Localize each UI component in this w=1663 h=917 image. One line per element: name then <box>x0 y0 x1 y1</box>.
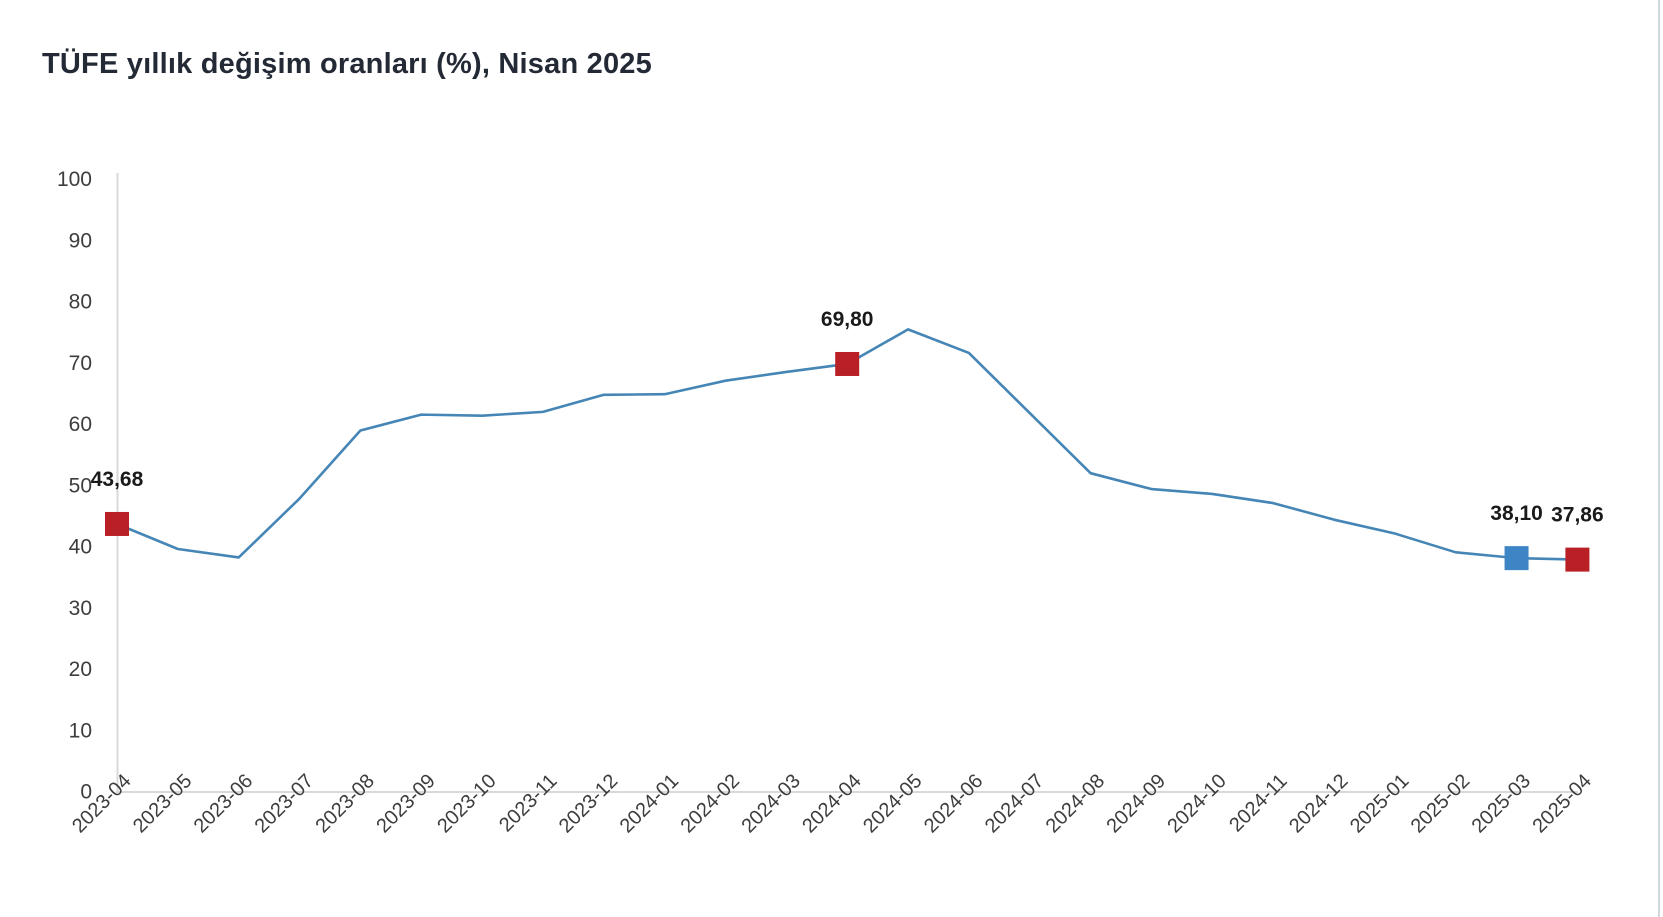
y-tick-label-60: 60 <box>69 413 92 436</box>
y-tick-label-20: 20 <box>69 658 92 681</box>
x-tick-label-2024-04: 2024-04 <box>798 770 865 837</box>
x-tick-label-2024-02: 2024-02 <box>677 770 744 837</box>
y-tick-label-100: 100 <box>57 168 92 191</box>
marker-2025-03[interactable] <box>1504 546 1529 571</box>
y-tick-label-80: 80 <box>69 291 92 314</box>
x-tick-label-2024-11: 2024-11 <box>1225 770 1291 836</box>
chart-title: TÜFE yıllık değişim oranları (%), Nisan … <box>42 48 652 80</box>
y-tick-label-50: 50 <box>69 474 92 497</box>
y-tick-label-70: 70 <box>69 352 92 375</box>
x-tick-label-2023-11: 2023-11 <box>495 770 561 836</box>
marker-2024-04[interactable] <box>835 351 860 376</box>
page-right-border <box>1658 0 1660 917</box>
data-label-2023-04: 43,68 <box>91 468 144 491</box>
x-tick-label-2025-02: 2025-02 <box>1407 770 1474 837</box>
y-tick-label-90: 90 <box>69 229 92 252</box>
y-tick-label-10: 10 <box>69 719 92 742</box>
y-tick-label-40: 40 <box>69 536 92 559</box>
y-tick-label-30: 30 <box>69 597 92 620</box>
data-label-2025-04: 37,86 <box>1551 504 1604 527</box>
x-tick-label-2023-07: 2023-07 <box>251 770 318 837</box>
x-tick-label-2023-12: 2023-12 <box>555 770 622 837</box>
x-tick-label-2024-08: 2024-08 <box>1042 770 1109 837</box>
data-label-2024-04: 69,80 <box>821 308 874 331</box>
x-tick-label-2024-03: 2024-03 <box>737 770 804 837</box>
x-tick-label-2024-10: 2024-10 <box>1163 770 1230 837</box>
y-tick-label-0: 0 <box>80 781 92 804</box>
marker-2025-04[interactable] <box>1565 547 1590 572</box>
x-tick-label-2024-06: 2024-06 <box>920 770 987 837</box>
x-tick-label-2024-07: 2024-07 <box>981 770 1048 837</box>
x-tick-label-2023-05: 2023-05 <box>129 770 196 837</box>
x-tick-label-2025-03: 2025-03 <box>1468 770 1535 837</box>
x-tick-label-2025-04: 2025-04 <box>1528 770 1595 837</box>
x-tick-label-2024-12: 2024-12 <box>1285 770 1352 837</box>
x-tick-label-2023-10: 2023-10 <box>433 770 500 837</box>
data-label-2025-03: 38,10 <box>1490 502 1543 525</box>
x-tick-label-2023-08: 2023-08 <box>311 770 378 837</box>
x-tick-label-2024-01: 2024-01 <box>616 770 683 837</box>
x-tick-label-2024-09: 2024-09 <box>1103 770 1170 837</box>
x-tick-label-2023-04: 2023-04 <box>68 770 135 837</box>
x-tick-label-2023-09: 2023-09 <box>372 770 439 837</box>
x-tick-label-2023-06: 2023-06 <box>190 770 257 837</box>
marker-2023-04[interactable] <box>105 511 129 536</box>
x-tick-label-2024-05: 2024-05 <box>859 770 926 837</box>
x-tick-label-2025-01: 2025-01 <box>1346 770 1413 837</box>
